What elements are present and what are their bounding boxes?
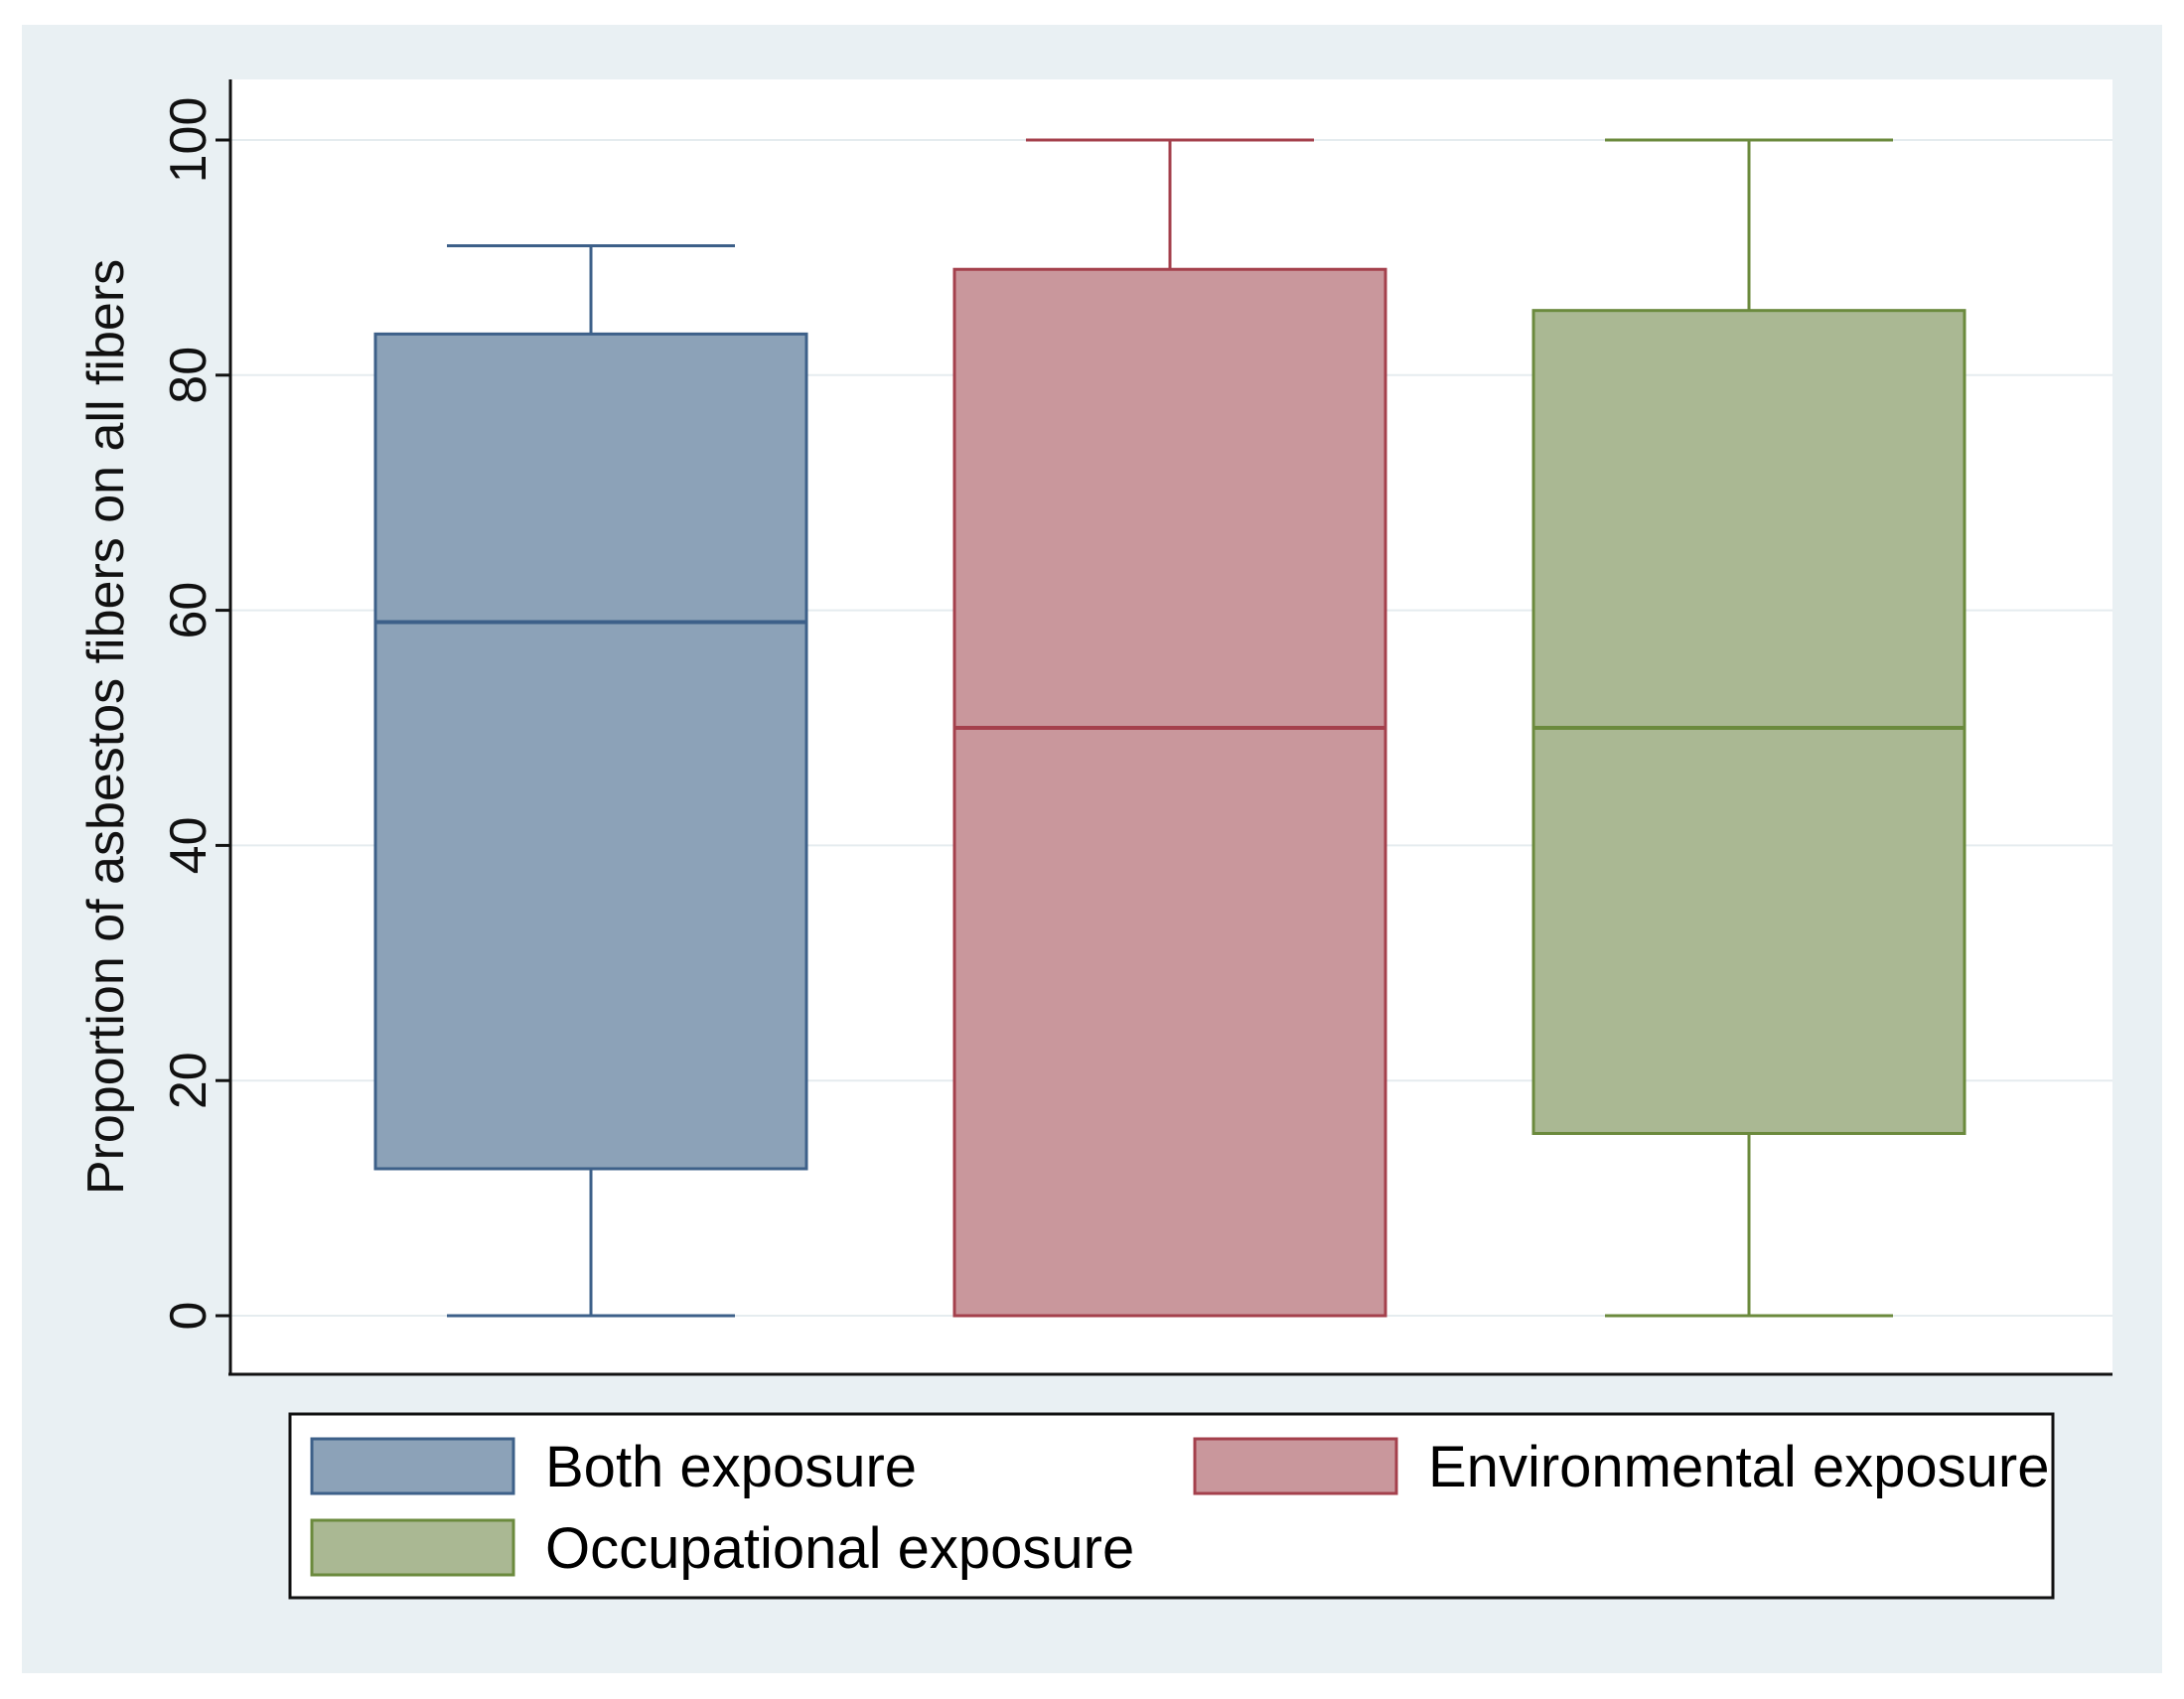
legend: Both exposure Environmental exposure Occup…: [310, 1435, 2049, 1581]
legend-swatch-3: [310, 1518, 515, 1577]
legend-label-3: Occupational exposure: [545, 1516, 1134, 1581]
legend-box: [288, 1412, 2055, 1600]
iqr-box: [952, 267, 1387, 1318]
legend-label-1: Both exposure: [545, 1435, 917, 1499]
legend-swatch-2: [1193, 1437, 1398, 1495]
chart-svg: 0 20 40 60 80 100 Proportion of asbestos fibe…: [77, 79, 2112, 1600]
y-axis-title: Proportion of asbestos fibers on all fib…: [77, 259, 135, 1195]
box-1: [373, 244, 808, 1318]
y-tick-label-40: 40: [160, 816, 218, 874]
box-2: [952, 138, 1387, 1318]
chart-figure: 0 20 40 60 80 100 Proportion of asbestos fibe…: [22, 25, 2162, 1673]
y-tick-label-80: 80: [160, 347, 218, 404]
box-plots: [373, 138, 1966, 1318]
legend-label-2: Environmental exposure: [1428, 1435, 2049, 1499]
y-tick-label-60: 60: [160, 582, 218, 639]
y-tick-label-100: 100: [160, 97, 218, 184]
y-tick-label-0: 0: [160, 1302, 218, 1331]
y-axis-ticks: 0 20 40 60 80 100: [160, 97, 230, 1331]
y-tick-label-20: 20: [160, 1052, 218, 1109]
iqr-box: [1531, 309, 1966, 1135]
iqr-box: [373, 332, 808, 1171]
box-3: [1531, 138, 1966, 1318]
legend-swatch-1: [310, 1437, 515, 1495]
